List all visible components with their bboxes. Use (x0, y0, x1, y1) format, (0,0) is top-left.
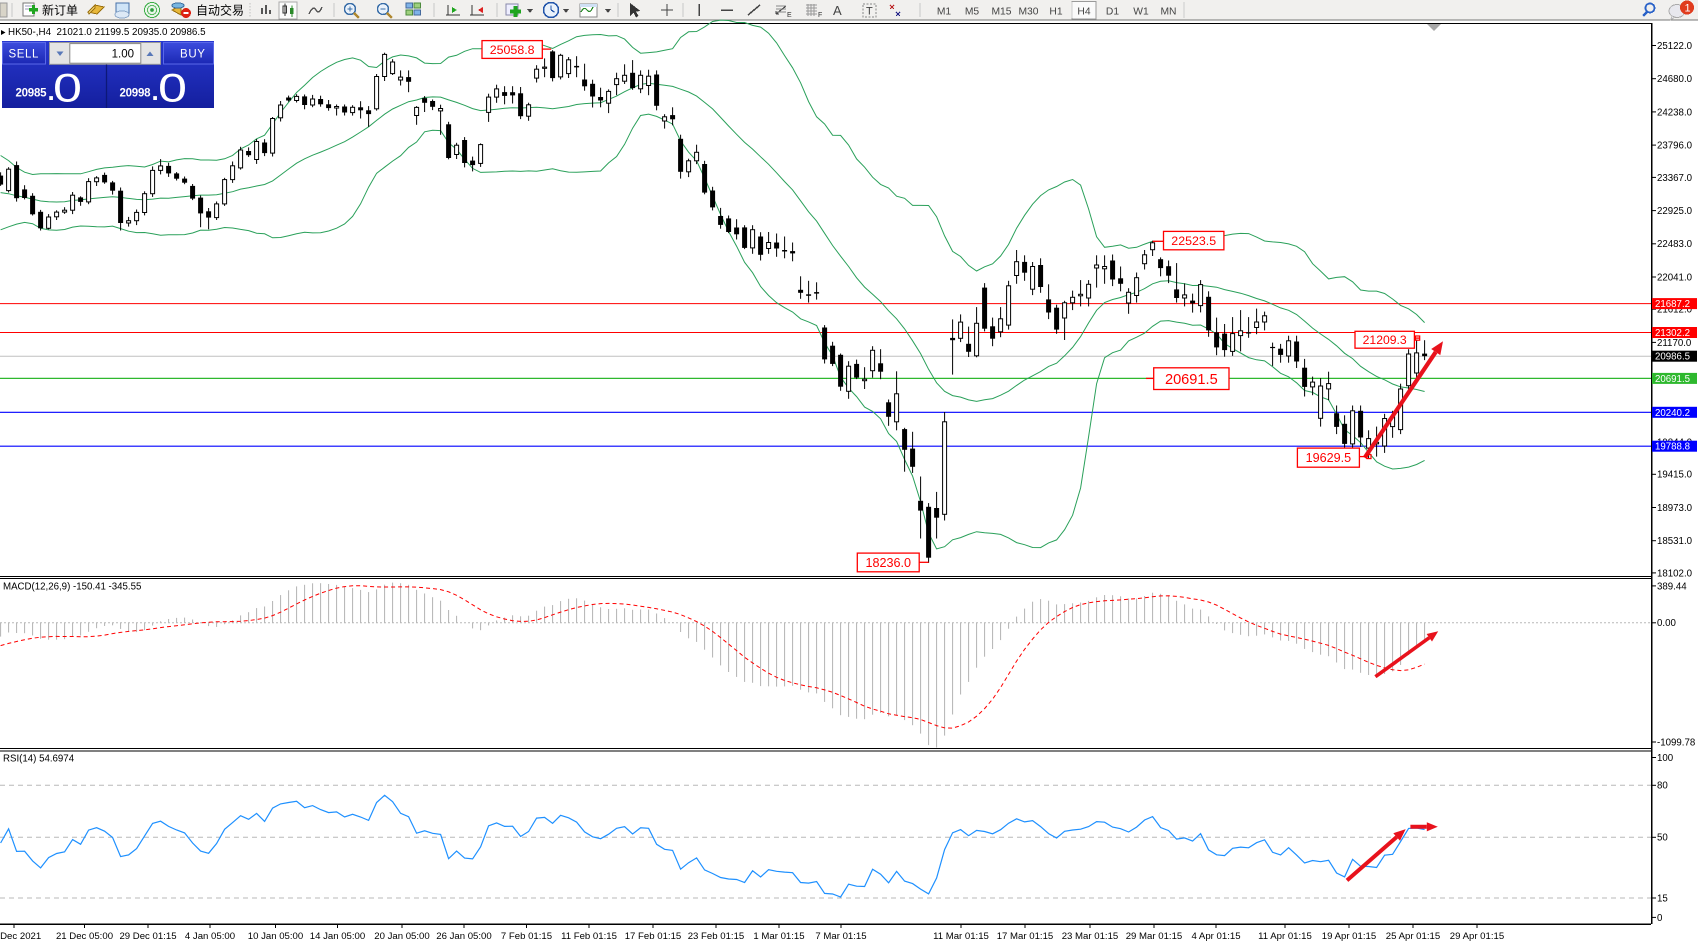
svg-text:T: T (866, 6, 873, 18)
svg-text:20998: 20998 (120, 88, 152, 100)
svg-text:21170.0: 21170.0 (1657, 338, 1692, 349)
svg-text:M15: M15 (991, 7, 1011, 18)
svg-text:RSI(14) 54.6974: RSI(14) 54.6974 (3, 754, 75, 765)
svg-text:.: . (48, 76, 55, 106)
svg-text:10 Jan 05:00: 10 Jan 05:00 (248, 931, 303, 942)
svg-text:F: F (818, 12, 822, 19)
svg-text:22523.5: 22523.5 (1171, 234, 1216, 248)
svg-text:15 Dec 2021: 15 Dec 2021 (0, 931, 41, 942)
svg-text:25 Apr 01:15: 25 Apr 01:15 (1386, 931, 1440, 942)
svg-text:20691.5: 20691.5 (1165, 372, 1218, 388)
svg-text:21302.2: 21302.2 (1655, 328, 1690, 339)
svg-text:新订单: 新订单 (42, 3, 78, 18)
svg-text:W1: W1 (1133, 7, 1149, 18)
svg-text:22925.0: 22925.0 (1657, 206, 1693, 217)
svg-text:29 Mar 01:15: 29 Mar 01:15 (1126, 931, 1183, 942)
svg-text:0.00: 0.00 (1657, 618, 1676, 629)
svg-text:.: . (152, 76, 159, 106)
svg-text:H4: H4 (1077, 7, 1090, 18)
svg-text:19 Apr 01:15: 19 Apr 01:15 (1322, 931, 1376, 942)
svg-text:29 Dec 01:15: 29 Dec 01:15 (119, 931, 176, 942)
svg-text:MN: MN (1160, 7, 1176, 18)
svg-text:11 Mar 01:15: 11 Mar 01:15 (933, 931, 989, 942)
svg-text:M5: M5 (965, 7, 980, 18)
svg-text:18236.0: 18236.0 (865, 556, 911, 570)
svg-text:29 Apr 01:15: 29 Apr 01:15 (1450, 931, 1504, 942)
svg-text:HK50-,H4 21021.0 21199.5 2093: HK50-,H4 21021.0 21199.5 20935.0 20986.5 (8, 27, 206, 38)
svg-text:21209.3: 21209.3 (1363, 333, 1407, 347)
svg-text:21612.0: 21612.0 (1657, 305, 1693, 316)
svg-text:15: 15 (1657, 893, 1668, 904)
svg-text:100: 100 (1657, 753, 1674, 764)
svg-text:7 Mar 01:15: 7 Mar 01:15 (815, 931, 866, 942)
svg-text:18531.0: 18531.0 (1657, 536, 1693, 547)
svg-text:BUY: BUY (180, 49, 205, 61)
svg-text:20985: 20985 (16, 88, 48, 100)
svg-text:7 Feb 01:15: 7 Feb 01:15 (501, 931, 552, 942)
svg-text:19788.8: 19788.8 (1655, 442, 1690, 453)
svg-text:23 Feb 01:15: 23 Feb 01:15 (688, 931, 745, 942)
svg-text:50: 50 (1657, 833, 1668, 844)
svg-text:20 Jan 05:00: 20 Jan 05:00 (374, 931, 429, 942)
svg-text:22041.0: 22041.0 (1657, 272, 1693, 283)
svg-text:M1: M1 (937, 7, 952, 18)
svg-text:20986.5: 20986.5 (1655, 352, 1690, 363)
svg-text:20240.2: 20240.2 (1655, 408, 1690, 419)
svg-text:H1: H1 (1049, 7, 1062, 18)
svg-text:26 Jan 05:00: 26 Jan 05:00 (436, 931, 491, 942)
svg-text:17 Mar 01:15: 17 Mar 01:15 (997, 931, 1054, 942)
svg-text:14 Jan 05:00: 14 Jan 05:00 (310, 931, 365, 942)
svg-text:1 Mar 01:15: 1 Mar 01:15 (753, 931, 804, 942)
svg-text:1: 1 (1685, 3, 1691, 15)
svg-text:-1099.78: -1099.78 (1657, 737, 1695, 748)
svg-text:24680.0: 24680.0 (1657, 74, 1693, 85)
svg-text:1.00: 1.00 (112, 49, 134, 61)
svg-text:D1: D1 (1106, 7, 1119, 18)
svg-text:25058.8: 25058.8 (490, 43, 535, 57)
svg-text:MACD(12,26,9) -150.41 -345.55: MACD(12,26,9) -150.41 -345.55 (3, 582, 141, 593)
svg-text:22483.0: 22483.0 (1657, 239, 1693, 250)
svg-text:自动交易: 自动交易 (196, 3, 244, 18)
svg-text:4 Jan 05:00: 4 Jan 05:00 (185, 931, 235, 942)
svg-text:18102.0: 18102.0 (1657, 568, 1693, 579)
svg-text:389.44: 389.44 (1657, 581, 1687, 592)
svg-text:17 Feb 01:15: 17 Feb 01:15 (625, 931, 682, 942)
svg-text:20691.5: 20691.5 (1655, 374, 1690, 385)
svg-text:19415.0: 19415.0 (1657, 470, 1693, 481)
svg-text:23796.0: 23796.0 (1657, 141, 1693, 152)
svg-text:SELL: SELL (9, 49, 40, 61)
svg-text:A: A (833, 3, 842, 18)
svg-text:23367.0: 23367.0 (1657, 173, 1693, 184)
svg-text:11 Feb 01:15: 11 Feb 01:15 (561, 931, 617, 942)
svg-text:4 Apr 01:15: 4 Apr 01:15 (1191, 931, 1240, 942)
svg-text:E: E (787, 12, 792, 19)
svg-text:24238.0: 24238.0 (1657, 107, 1693, 118)
svg-text:M30: M30 (1018, 7, 1038, 18)
svg-text:19629.5: 19629.5 (1306, 451, 1352, 465)
svg-text:0: 0 (1657, 913, 1663, 924)
svg-text:80: 80 (1657, 781, 1668, 792)
svg-text:11 Apr 01:15: 11 Apr 01:15 (1258, 931, 1312, 942)
svg-text:18973.0: 18973.0 (1657, 503, 1693, 514)
svg-text:21687.2: 21687.2 (1655, 299, 1690, 310)
svg-text:23 Mar 01:15: 23 Mar 01:15 (1062, 931, 1119, 942)
svg-text:0: 0 (158, 67, 187, 111)
svg-text:21 Dec 05:00: 21 Dec 05:00 (56, 931, 113, 942)
svg-text:25122.0: 25122.0 (1657, 41, 1693, 52)
svg-text:0: 0 (53, 67, 82, 111)
